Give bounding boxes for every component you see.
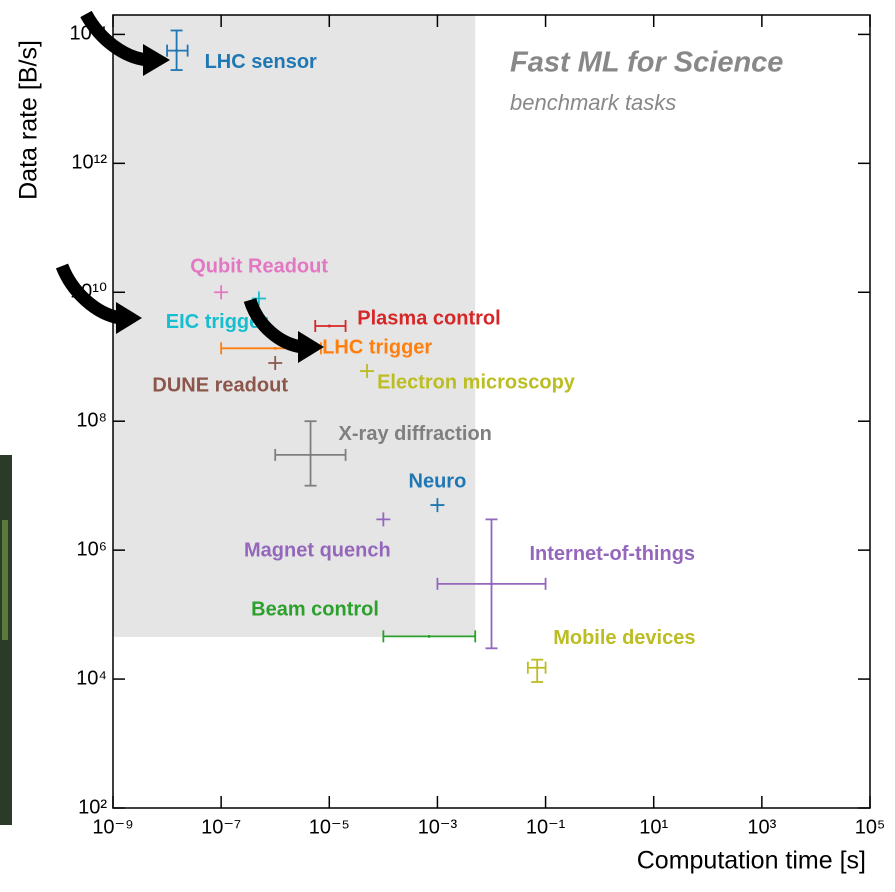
y-tick-label: 10¹² — [71, 152, 107, 174]
point-center — [536, 666, 539, 669]
point-center — [328, 324, 331, 327]
point-label: LHC trigger — [322, 337, 432, 359]
chart: Fast ML for Science benchmark tasks Comp… — [0, 0, 895, 887]
x-tick-label: 10⁻⁹ — [92, 816, 133, 838]
point-label: X-ray diffraction — [339, 423, 492, 445]
point-label: Magnet quench — [244, 540, 391, 562]
y-tick-label: 10² — [78, 796, 107, 818]
chart-title: Fast ML for Science — [510, 47, 783, 79]
x-tick-label: 10³ — [747, 816, 776, 838]
point-label: LHC sensor — [205, 51, 317, 73]
point-label: Qubit Readout — [190, 256, 328, 278]
x-tick-label: 10⁻¹ — [526, 816, 566, 838]
point-label: Plasma control — [357, 307, 500, 329]
y-tick-label: 10⁴ — [76, 667, 107, 689]
chart-subtitle: benchmark tasks — [510, 90, 676, 115]
point-center — [274, 347, 277, 350]
y-tick-label: 10⁶ — [77, 538, 107, 560]
page: Fast ML for Science benchmark tasks Comp… — [0, 0, 895, 887]
point-label: Mobile devices — [553, 627, 695, 649]
point-center — [309, 453, 312, 456]
point-label: Neuro — [409, 470, 467, 492]
x-tick-label: 10⁻⁷ — [201, 816, 241, 838]
x-tick-label: 10⁻³ — [418, 816, 458, 838]
point-center — [428, 635, 431, 638]
point-label: Internet-of-things — [530, 543, 696, 565]
point-label: DUNE readout — [152, 374, 288, 396]
x-tick-label: 10¹ — [639, 816, 668, 838]
point-center — [175, 49, 178, 52]
photo-fragment-detail — [2, 520, 8, 640]
point-center — [490, 582, 493, 585]
y-axis-label: Data rate [B/s] — [15, 40, 43, 200]
y-tick-label: 10⁸ — [76, 409, 107, 431]
point-label: Electron microscopy — [377, 371, 576, 393]
x-tick-label: 10⁵ — [855, 816, 886, 838]
x-tick-label: 10⁻⁵ — [309, 816, 350, 838]
point-label: Beam control — [251, 599, 379, 621]
x-axis-label: Computation time [s] — [637, 847, 866, 875]
